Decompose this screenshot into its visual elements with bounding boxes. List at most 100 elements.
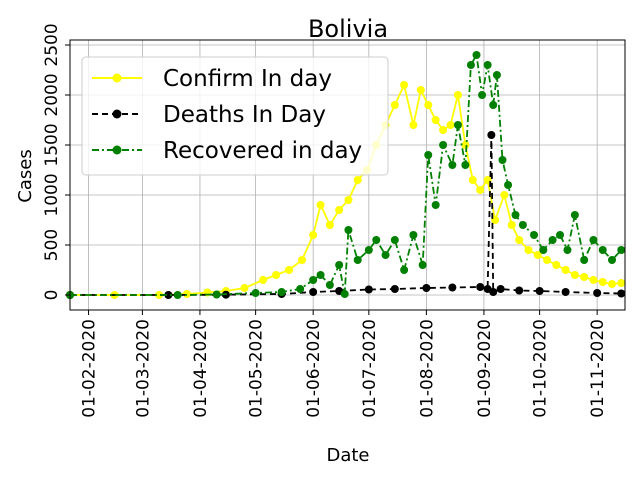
data-point (492, 71, 501, 79)
data-point (476, 283, 485, 291)
data-point (489, 288, 498, 296)
data-point (570, 271, 579, 279)
data-point (515, 236, 524, 244)
data-point (272, 271, 281, 279)
x-tick-label: 01-09-2020 (475, 319, 495, 418)
data-point (507, 221, 516, 229)
data-point (240, 284, 249, 292)
data-point (466, 61, 475, 69)
data-point (381, 251, 390, 259)
x-tick-label: 01-02-2020 (80, 319, 100, 418)
data-point (390, 236, 399, 244)
data-point (344, 196, 353, 204)
data-point (504, 181, 513, 189)
data-point (563, 246, 572, 254)
data-point (496, 285, 505, 293)
data-point (483, 61, 492, 69)
y-tick-label: 2500 (42, 23, 62, 66)
data-point (316, 271, 325, 279)
data-point (487, 131, 496, 139)
data-point (453, 121, 462, 129)
legend-label: Confirm In day (163, 66, 332, 92)
data-point (593, 289, 602, 297)
data-point (448, 283, 457, 292)
data-point (344, 226, 353, 234)
data-point (325, 281, 334, 289)
data-point (309, 288, 318, 296)
data-point (431, 116, 440, 124)
data-point (461, 161, 470, 169)
data-point (570, 211, 579, 219)
legend: Confirm In day Deaths In Day Recovered in … (81, 56, 389, 176)
data-point (309, 231, 318, 239)
data-point (416, 86, 425, 94)
chart-title: Bolivia (308, 15, 388, 43)
x-tick-label: 01-04-2020 (191, 319, 211, 418)
data-point (431, 201, 440, 209)
x-tick-label: 01-08-2020 (417, 319, 437, 418)
data-point (364, 285, 373, 294)
x-tick-label: 01-11-2020 (588, 319, 608, 418)
series-layer (66, 51, 626, 299)
data-point (489, 101, 498, 109)
data-point (543, 256, 552, 264)
data-point (173, 291, 182, 299)
y-tick-label: 2000 (42, 73, 62, 116)
data-point (589, 236, 598, 244)
y-tick-label: 0 (42, 290, 62, 301)
data-point (422, 284, 431, 292)
data-point (418, 261, 427, 269)
data-point (298, 256, 307, 264)
data-point (424, 101, 433, 109)
data-point (556, 231, 565, 239)
data-point (372, 236, 381, 244)
data-point (409, 121, 418, 129)
data-point (561, 288, 570, 296)
data-point (476, 186, 485, 194)
y-axis: 0 500 1000 1500 2000 2500 (42, 23, 70, 300)
data-point (617, 279, 626, 287)
x-tick-label: 01-06-2020 (304, 319, 324, 418)
data-point (598, 278, 607, 286)
data-point (164, 291, 173, 299)
data-point (400, 81, 409, 89)
x-axis: 01-02-2020 01-03-2020 01-04-2020 01-05-2020… (80, 310, 608, 418)
data-point (309, 276, 318, 284)
data-point (608, 256, 617, 264)
legend-label: Deaths In Day (163, 102, 326, 128)
x-tick-label: 01-05-2020 (247, 319, 267, 418)
x-tick-label: 01-10-2020 (531, 319, 551, 418)
data-point (500, 191, 509, 199)
data-point (390, 285, 399, 293)
data-point (617, 246, 626, 254)
data-point (561, 266, 570, 274)
data-point (530, 231, 539, 239)
data-point (580, 273, 589, 281)
data-point (498, 156, 507, 164)
data-point (461, 141, 470, 149)
series-2 (66, 51, 626, 299)
data-point (617, 289, 626, 298)
data-point (364, 246, 373, 254)
data-point (424, 151, 433, 159)
data-point (472, 51, 481, 59)
data-point (251, 289, 260, 297)
x-tick-label: 01-03-2020 (133, 319, 153, 418)
data-point (212, 290, 221, 299)
data-point (439, 141, 448, 149)
data-point (340, 290, 349, 298)
data-point (335, 261, 344, 269)
data-point (589, 276, 598, 284)
y-tick-label: 1500 (42, 123, 62, 166)
legend-label: Recovered in day (163, 138, 362, 164)
plot-frame (69, 39, 626, 311)
data-point (608, 280, 617, 288)
y-tick-label: 1000 (42, 173, 62, 216)
data-point (448, 161, 457, 169)
data-point (277, 288, 286, 296)
data-point (478, 91, 487, 99)
data-point (259, 276, 268, 284)
x-tick-label: 01-07-2020 (360, 319, 380, 418)
legend-marker (112, 73, 122, 83)
